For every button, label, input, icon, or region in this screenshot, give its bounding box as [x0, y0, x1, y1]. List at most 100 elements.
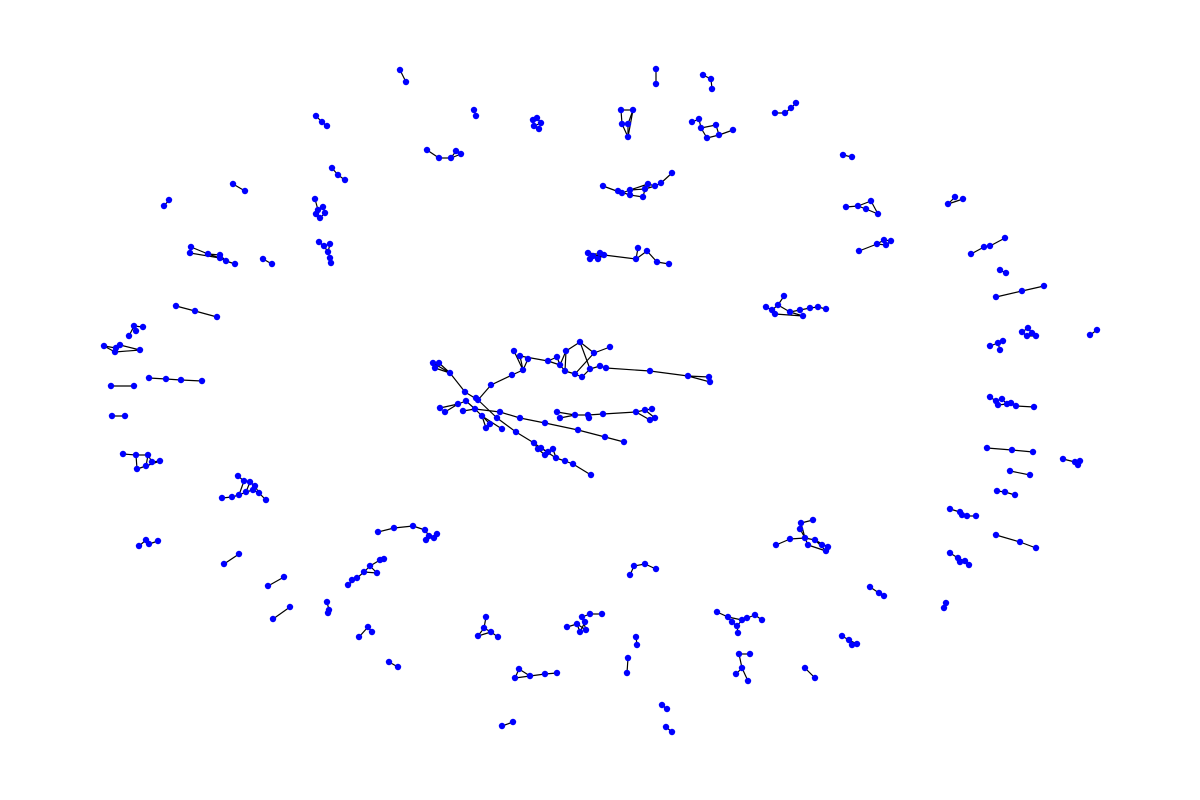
graph-edge [1011, 449, 1034, 453]
graph-node [958, 511, 966, 519]
graph-node [665, 260, 673, 268]
graph-node [563, 623, 571, 631]
graph-edge [432, 362, 451, 374]
graph-node [624, 133, 632, 141]
graph-node [999, 337, 1007, 345]
graph-node [774, 301, 782, 309]
graph-node [715, 131, 723, 139]
graph-node [108, 412, 116, 420]
graph-node [663, 705, 671, 713]
graph-node [961, 557, 969, 565]
graph-node [509, 718, 517, 726]
graph-node [133, 465, 141, 473]
graph-node [472, 394, 480, 402]
graph-node [853, 640, 861, 648]
graph-node [806, 304, 814, 312]
graph-node [328, 164, 336, 172]
graph-edge [564, 350, 567, 372]
graph-node [324, 248, 332, 256]
graph-node [632, 633, 640, 641]
graph-edge [490, 374, 513, 386]
graph-node [482, 613, 490, 621]
graph-node [235, 491, 243, 499]
graph-node [145, 374, 153, 382]
graph-node [553, 408, 561, 416]
graph-node [172, 302, 180, 310]
graph-node [380, 555, 388, 563]
graph-node [204, 250, 212, 258]
graph-node [1018, 328, 1026, 336]
graph-node [549, 445, 557, 453]
graph-node [160, 202, 168, 210]
graph-node [487, 628, 495, 636]
graph-edge [175, 305, 196, 312]
graph-node [1001, 234, 1009, 242]
graph-node [135, 542, 143, 550]
graph-node [587, 471, 595, 479]
graph-node [435, 359, 443, 367]
graph-node [323, 598, 331, 606]
graph-node [688, 118, 696, 126]
graph-node [259, 255, 267, 263]
graph-node [880, 592, 888, 600]
graph-node [586, 255, 594, 263]
graph-node [142, 462, 150, 470]
graph-node [533, 114, 541, 122]
graph-node [162, 375, 170, 383]
graph-node [341, 176, 349, 184]
graph-node [705, 373, 713, 381]
graph-node [242, 488, 250, 496]
graph-node [652, 565, 660, 573]
graph-node [792, 99, 800, 107]
graph-node [998, 395, 1006, 403]
graph-node [629, 106, 637, 114]
graph-node [447, 154, 455, 162]
graph-node [574, 426, 582, 434]
graph-edges [103, 69, 1098, 733]
graph-node [186, 249, 194, 257]
graph-node [537, 119, 545, 127]
graph-node [315, 238, 323, 246]
graph-node [578, 373, 586, 381]
graph-node [541, 451, 549, 459]
graph-edge [1021, 285, 1045, 292]
graph-node [617, 106, 625, 114]
graph-node [111, 348, 119, 356]
graph-node [493, 414, 501, 422]
graph-node [596, 249, 604, 257]
graph-node [553, 669, 561, 677]
graph-edge [572, 463, 592, 476]
graph-node [311, 195, 319, 203]
graph-node [641, 185, 649, 193]
graph-node [712, 121, 720, 129]
graph-node [512, 428, 520, 436]
graph-node [994, 401, 1002, 409]
graph-node [486, 420, 494, 428]
graph-edge [605, 367, 651, 372]
graph-node [738, 616, 746, 624]
graph-node [972, 512, 980, 520]
graph-node [992, 531, 1000, 539]
graph-node [848, 641, 856, 649]
graph-node [956, 558, 964, 566]
graph-node [643, 247, 651, 255]
graph-node [446, 369, 454, 377]
graph-nodes [100, 65, 1101, 736]
graph-node [234, 472, 242, 480]
graph-node [402, 78, 410, 86]
graph-node [624, 654, 632, 662]
graph-node [125, 332, 133, 340]
graph-node [235, 550, 243, 558]
graph-node [646, 416, 654, 424]
graph-node [229, 180, 237, 188]
graph-node [786, 308, 794, 316]
graph-node [320, 242, 328, 250]
graph-node [804, 541, 812, 549]
graph-node [980, 243, 988, 251]
graph-node [457, 150, 465, 158]
graph-node [780, 292, 788, 300]
graph-node [586, 610, 594, 618]
graph-node [541, 670, 549, 678]
graph-edge [519, 417, 546, 424]
graph-node [986, 242, 994, 250]
